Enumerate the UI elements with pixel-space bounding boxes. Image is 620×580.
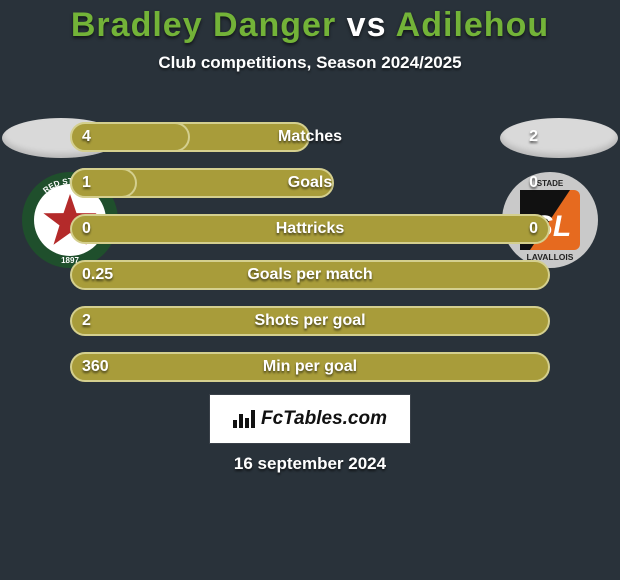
stat-value-right: 0 xyxy=(529,168,538,198)
stat-value-left: 2 xyxy=(82,306,91,336)
stat-category: Matches xyxy=(70,122,550,152)
fctables-text: FcTables.com xyxy=(261,408,387,430)
date-text: 16 september 2024 xyxy=(0,454,620,474)
stat-category: Hattricks xyxy=(70,214,550,244)
stat-category: Shots per goal xyxy=(70,306,550,336)
bar-chart-icon xyxy=(233,410,255,428)
stat-row: Matches4 2 xyxy=(70,122,550,152)
title-vs: vs xyxy=(347,6,387,44)
stat-row: Hattricks0 0 xyxy=(70,214,550,244)
fctables-logo: FcTables.com xyxy=(209,394,411,444)
stat-value-left: 0 xyxy=(82,214,91,244)
stat-row: Shots per goal2 xyxy=(70,306,550,336)
stat-row: Goals1 0 xyxy=(70,168,550,198)
stat-row: Goals per match0.25 xyxy=(70,260,550,290)
stat-row: Min per goal360 xyxy=(70,352,550,382)
page-title: Bradley Danger vs Adilehou xyxy=(0,0,620,45)
stat-value-right: 2 xyxy=(529,122,538,152)
subtitle: Club competitions, Season 2024/2025 xyxy=(0,53,620,73)
stat-value-left: 1 xyxy=(82,168,91,198)
comparison-chart: Matches42Goals10Hattricks00Goals per mat… xyxy=(0,122,620,398)
title-player1: Bradley Danger xyxy=(71,6,336,44)
stat-category: Goals per match xyxy=(70,260,550,290)
stat-category: Goals xyxy=(70,168,550,198)
stat-value-left: 360 xyxy=(82,352,109,382)
title-player2: Adilehou xyxy=(396,6,549,44)
stat-category: Min per goal xyxy=(70,352,550,382)
stat-value-right: 0 xyxy=(529,214,538,244)
stat-value-left: 0.25 xyxy=(82,260,113,290)
stat-value-left: 4 xyxy=(82,122,91,152)
